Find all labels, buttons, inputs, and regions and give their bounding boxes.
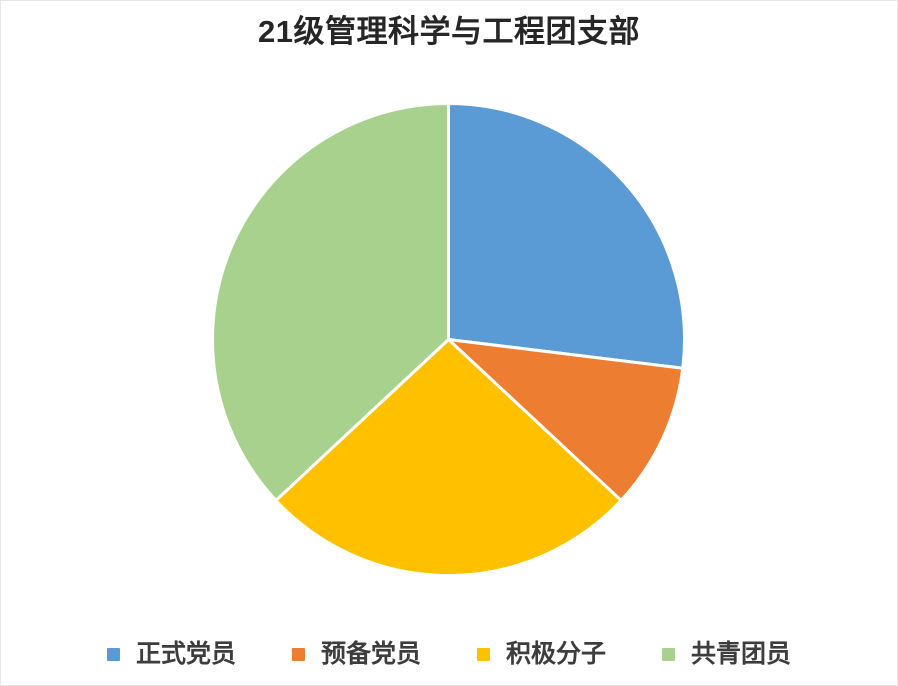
pie-slice[interactable] <box>211 102 450 503</box>
pie-slice[interactable] <box>274 338 623 578</box>
pie-slice[interactable] <box>447 102 686 370</box>
legend-item-label: 预备党员 <box>320 640 421 668</box>
plot-area: 正式党员 预备党员 积极分子 共青团员 <box>0 50 898 685</box>
legend-swatch-square <box>662 648 676 661</box>
legend-item-label: 正式党员 <box>135 640 236 668</box>
pie-slice-group <box>211 102 686 578</box>
chart-title: 21级管理科学与工程团支部 <box>258 14 640 49</box>
legend-item-label: 共青团员 <box>691 640 792 668</box>
chart-legend: 正式党员 预备党员 积极分子 共青团员 <box>0 642 898 667</box>
legend-item[interactable]: 积极分子 <box>477 642 606 667</box>
legend-swatch-square <box>106 648 120 661</box>
legend-item-label: 积极分子 <box>506 640 607 668</box>
pie-slice[interactable] <box>447 338 685 503</box>
legend-swatch-square <box>477 648 490 661</box>
legend-item[interactable]: 预备党员 <box>291 640 421 668</box>
legend-swatch-square <box>291 648 305 661</box>
pie-chart <box>211 102 686 578</box>
legend-item[interactable]: 共青团员 <box>662 642 791 667</box>
legend-item[interactable]: 正式党员 <box>106 640 236 668</box>
pie-svg <box>211 102 686 578</box>
